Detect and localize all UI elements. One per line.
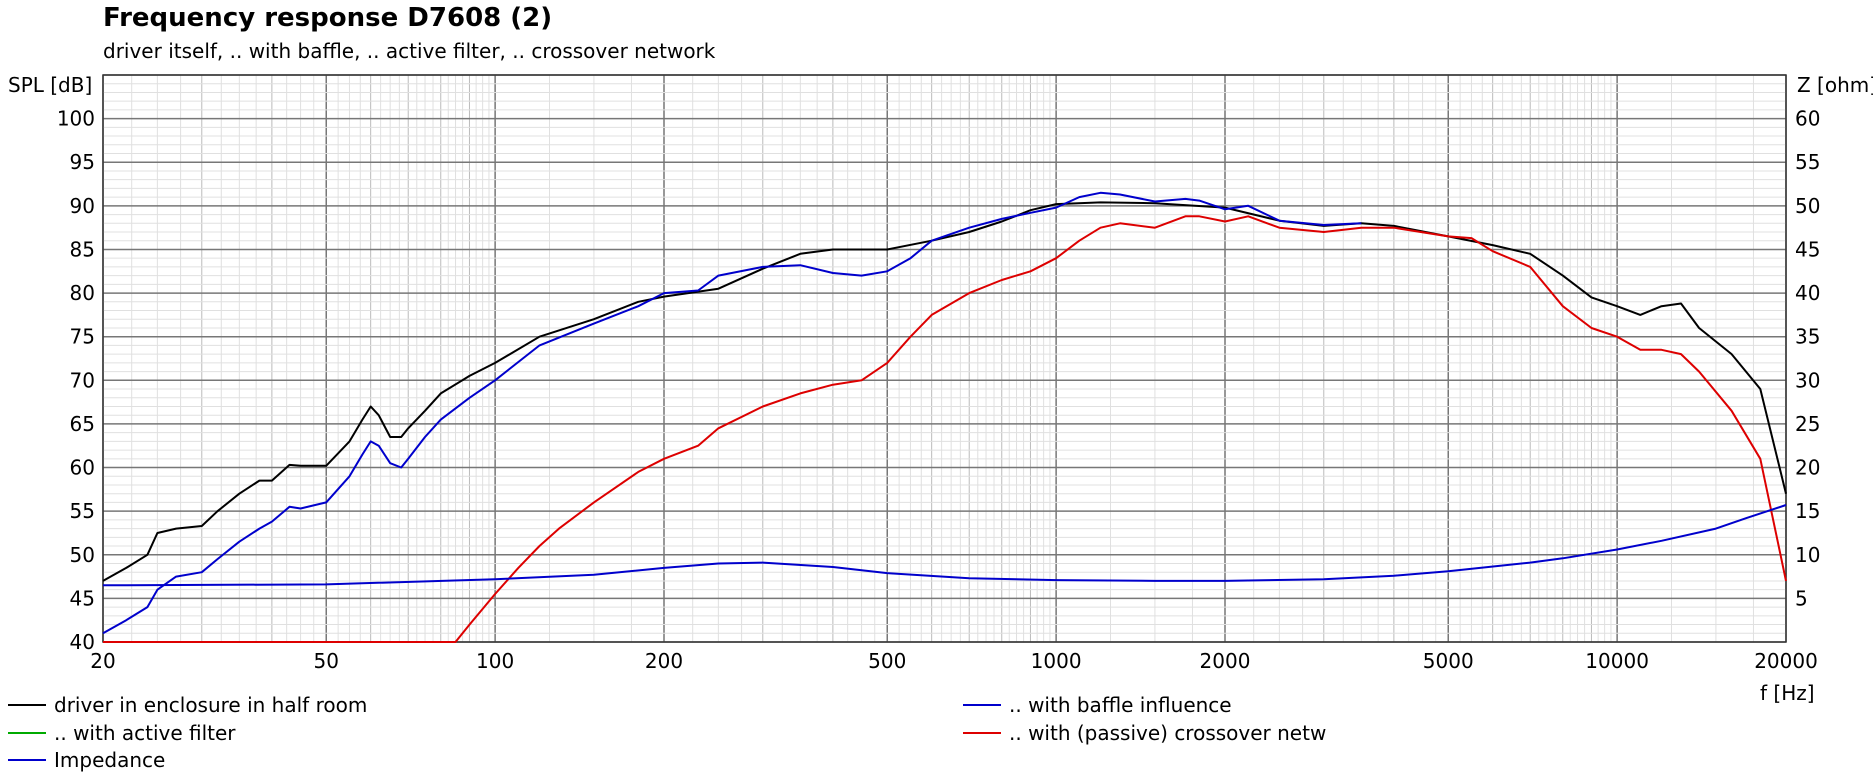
chart-subtitle: driver itself, .. with baffle, .. active… [103,39,716,63]
series-line-driver [102,201,1787,582]
y2-tick-label: 15 [1795,499,1820,523]
series-lines [102,191,1787,643]
y-tick-label: 75 [70,325,95,349]
y2-tick-label: 20 [1795,456,1820,480]
series-line-baffle [102,191,1362,635]
x-tick-label: 200 [645,649,683,673]
y-tick-label: 90 [70,194,95,218]
y-tick-label: 100 [57,107,95,131]
y-tick-label: 45 [70,586,95,610]
x-axis-label: f [Hz] [1760,681,1815,705]
y2-tick-label: 25 [1795,412,1820,436]
y-tick-label: 55 [70,499,95,523]
legend-entry: .. with baffle influence [1009,693,1232,717]
y2-tick-label: 40 [1795,281,1820,305]
x-tick-label: 20 [90,649,115,673]
x-tick-label: 10000 [1585,649,1649,673]
x-tick-label: 5000 [1423,649,1474,673]
legend: driver in enclosure in half room .. with … [8,693,1326,772]
y-tick-label: 70 [70,368,95,392]
y2-tick-label: 50 [1795,194,1820,218]
plot-frame [102,74,1787,643]
series-line-crossover [103,215,1787,643]
y-tick-label: 65 [70,412,95,436]
plot-grid [102,74,1787,643]
x-tick-label: 50 [314,649,339,673]
legend-entry: driver in enclosure in half room [54,693,367,717]
y-tick-label: 85 [70,237,95,261]
y2-tick-label: 60 [1795,107,1820,131]
y2-tick-label: 5 [1795,586,1808,610]
y2-tick-label: 30 [1795,368,1820,392]
x-tick-label: 1000 [1031,649,1082,673]
series-line-impedance [102,504,1787,587]
y2-tick-label: 35 [1795,325,1820,349]
y-tick-label: 95 [70,150,95,174]
chart-title: Frequency response D7608 (2) [103,3,552,33]
y2-tick-label: 10 [1795,543,1820,567]
x-tick-label: 2000 [1200,649,1251,673]
y-tick-label: 40 [70,630,95,654]
legend-entry: .. with (passive) crossover netw [1009,721,1326,745]
y-tick-label: 80 [70,281,95,305]
legend-entry: .. with active filter [54,721,236,745]
axis-ticks: 20 50 100 200 500 1000 2000 5000 10000 20000 40 45 5… [57,107,1821,673]
legend-entry: Impedance [54,748,165,772]
y2-tick-label: 55 [1795,150,1820,174]
y-tick-label: 60 [70,456,95,480]
y2-tick-label: 45 [1795,237,1820,261]
y2-axis-label: Z [ohm] [1797,73,1873,97]
x-tick-label: 100 [476,649,514,673]
x-tick-label: 500 [868,649,906,673]
x-tick-label: 20000 [1754,649,1818,673]
y-tick-label: 50 [70,543,95,567]
y-axis-label: SPL [dB] [8,73,92,97]
